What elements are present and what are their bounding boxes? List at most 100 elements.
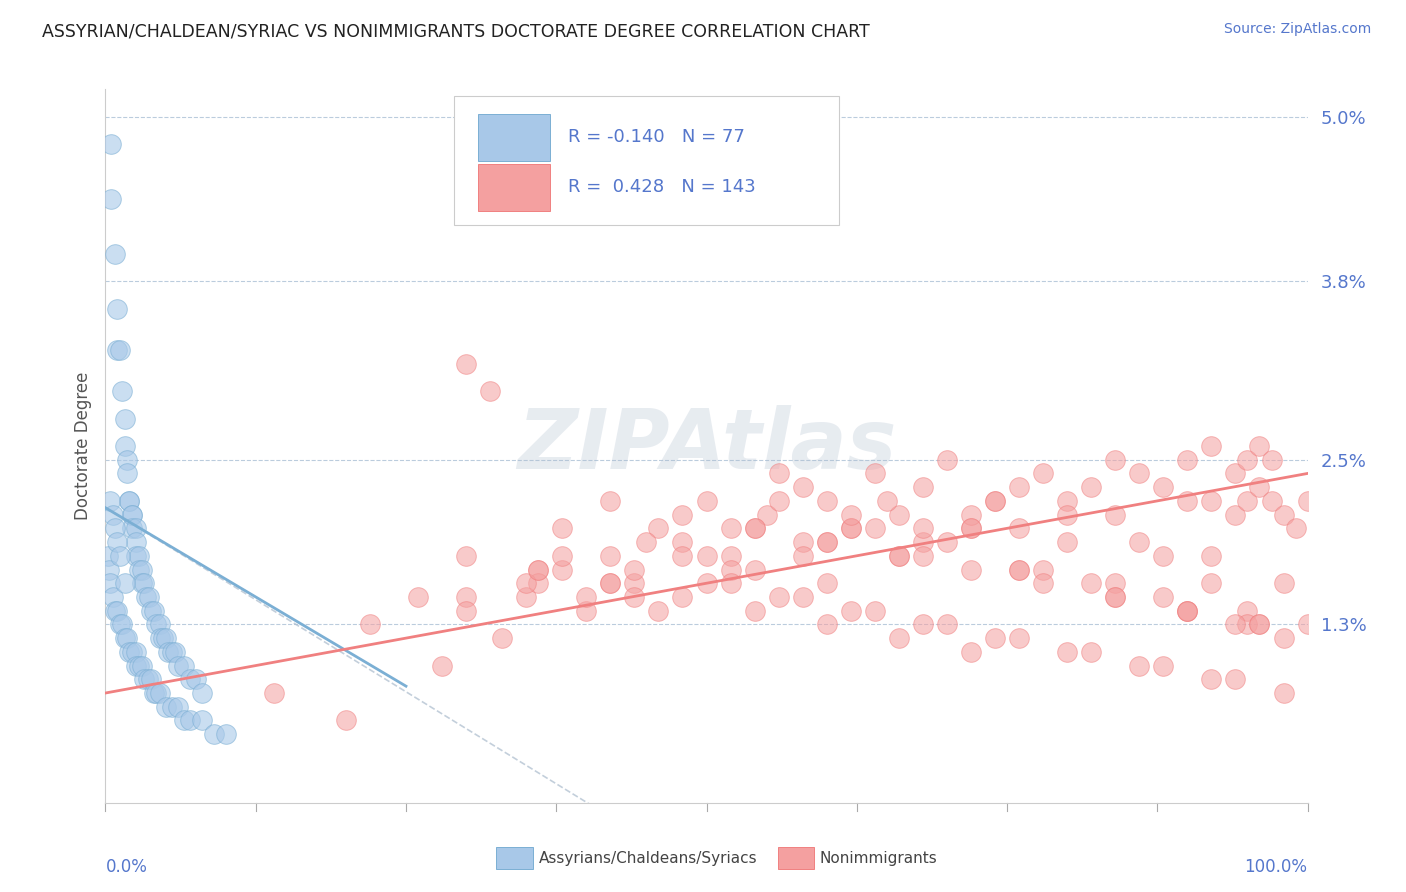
Point [1104,452,1126,467]
Point [1152,480,1174,494]
Point [671,590,693,604]
Point [108,617,131,632]
Point [1008,562,1031,576]
Point [1152,549,1174,563]
Point [148,617,170,632]
FancyBboxPatch shape [454,96,839,225]
Point [960,521,983,535]
Point [984,494,1007,508]
Point [156,645,179,659]
Point [960,645,983,659]
Text: ZIPAtlas: ZIPAtlas [517,406,896,486]
Point [599,549,621,563]
Point [1260,494,1282,508]
Point [97,549,120,563]
Point [131,576,153,591]
Point [128,658,150,673]
Point [551,562,574,576]
Point [142,686,165,700]
Point [118,494,141,508]
Point [124,549,146,563]
Point [863,521,886,535]
Point [815,617,838,632]
Point [1008,631,1031,645]
Point [1175,452,1198,467]
Point [1201,576,1223,591]
Point [184,673,207,687]
Text: 0.0%: 0.0% [105,858,148,876]
Point [768,467,790,481]
Point [863,467,886,481]
Point [887,549,910,563]
Point [815,576,838,591]
Point [118,494,141,508]
Point [839,508,862,522]
Point [960,521,983,535]
Point [720,549,742,563]
Point [107,301,129,316]
Text: Assyrians/Chaldeans/Syriacs: Assyrians/Chaldeans/Syriacs [538,851,756,865]
Point [454,549,477,563]
Point [98,562,121,576]
Point [1080,480,1102,494]
Point [1008,562,1031,576]
Point [155,699,177,714]
Point [335,714,357,728]
Point [131,658,153,673]
Point [136,673,159,687]
Point [720,576,742,591]
Point [575,604,598,618]
Point [202,727,225,741]
Point [190,686,212,700]
Point [792,535,814,549]
Point [671,549,693,563]
FancyBboxPatch shape [478,164,550,211]
Point [911,617,934,632]
Text: 100.0%: 100.0% [1244,858,1308,876]
Point [114,411,136,425]
Point [454,604,477,618]
Point [696,494,718,508]
Point [124,658,146,673]
Point [815,494,838,508]
Point [911,535,934,549]
Point [454,590,477,604]
Point [100,137,122,152]
Point [108,343,131,357]
Point [839,521,862,535]
Point [1225,467,1247,481]
Point [744,521,766,535]
Point [1032,576,1054,591]
Point [160,699,183,714]
FancyBboxPatch shape [478,114,550,161]
Point [984,494,1007,508]
Point [515,590,537,604]
Point [1236,494,1258,508]
Point [138,590,160,604]
Point [100,192,122,206]
Point [792,480,814,494]
Point [107,535,129,549]
Point [111,384,134,398]
Point [118,645,141,659]
Point [599,494,621,508]
Point [671,508,693,522]
Point [107,343,129,357]
Point [148,686,170,700]
Point [131,562,153,576]
Point [98,494,121,508]
Point [1152,590,1174,604]
Point [114,631,136,645]
Point [1225,617,1247,632]
Point [671,535,693,549]
Point [515,576,537,591]
Point [124,521,146,535]
Point [647,521,669,535]
Point [491,631,513,645]
Point [121,508,143,522]
Point [1225,508,1247,522]
Point [111,617,134,632]
Point [107,604,129,618]
Point [101,508,124,522]
Point [887,508,910,522]
